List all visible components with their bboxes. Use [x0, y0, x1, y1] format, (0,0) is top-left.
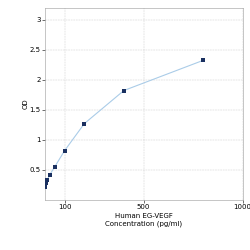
Point [62, 149, 66, 153]
Point [45, 178, 49, 182]
Point [44, 183, 48, 187]
Point [44, 181, 48, 185]
Point [201, 58, 205, 62]
X-axis label: Human EG-VEGF
Concentration (pg/ml): Human EG-VEGF Concentration (pg/ml) [105, 213, 182, 228]
Point [53, 165, 57, 169]
Y-axis label: OD: OD [22, 98, 28, 109]
Point [48, 173, 52, 177]
Point [82, 122, 86, 126]
Point [43, 185, 47, 189]
Point [122, 88, 126, 92]
